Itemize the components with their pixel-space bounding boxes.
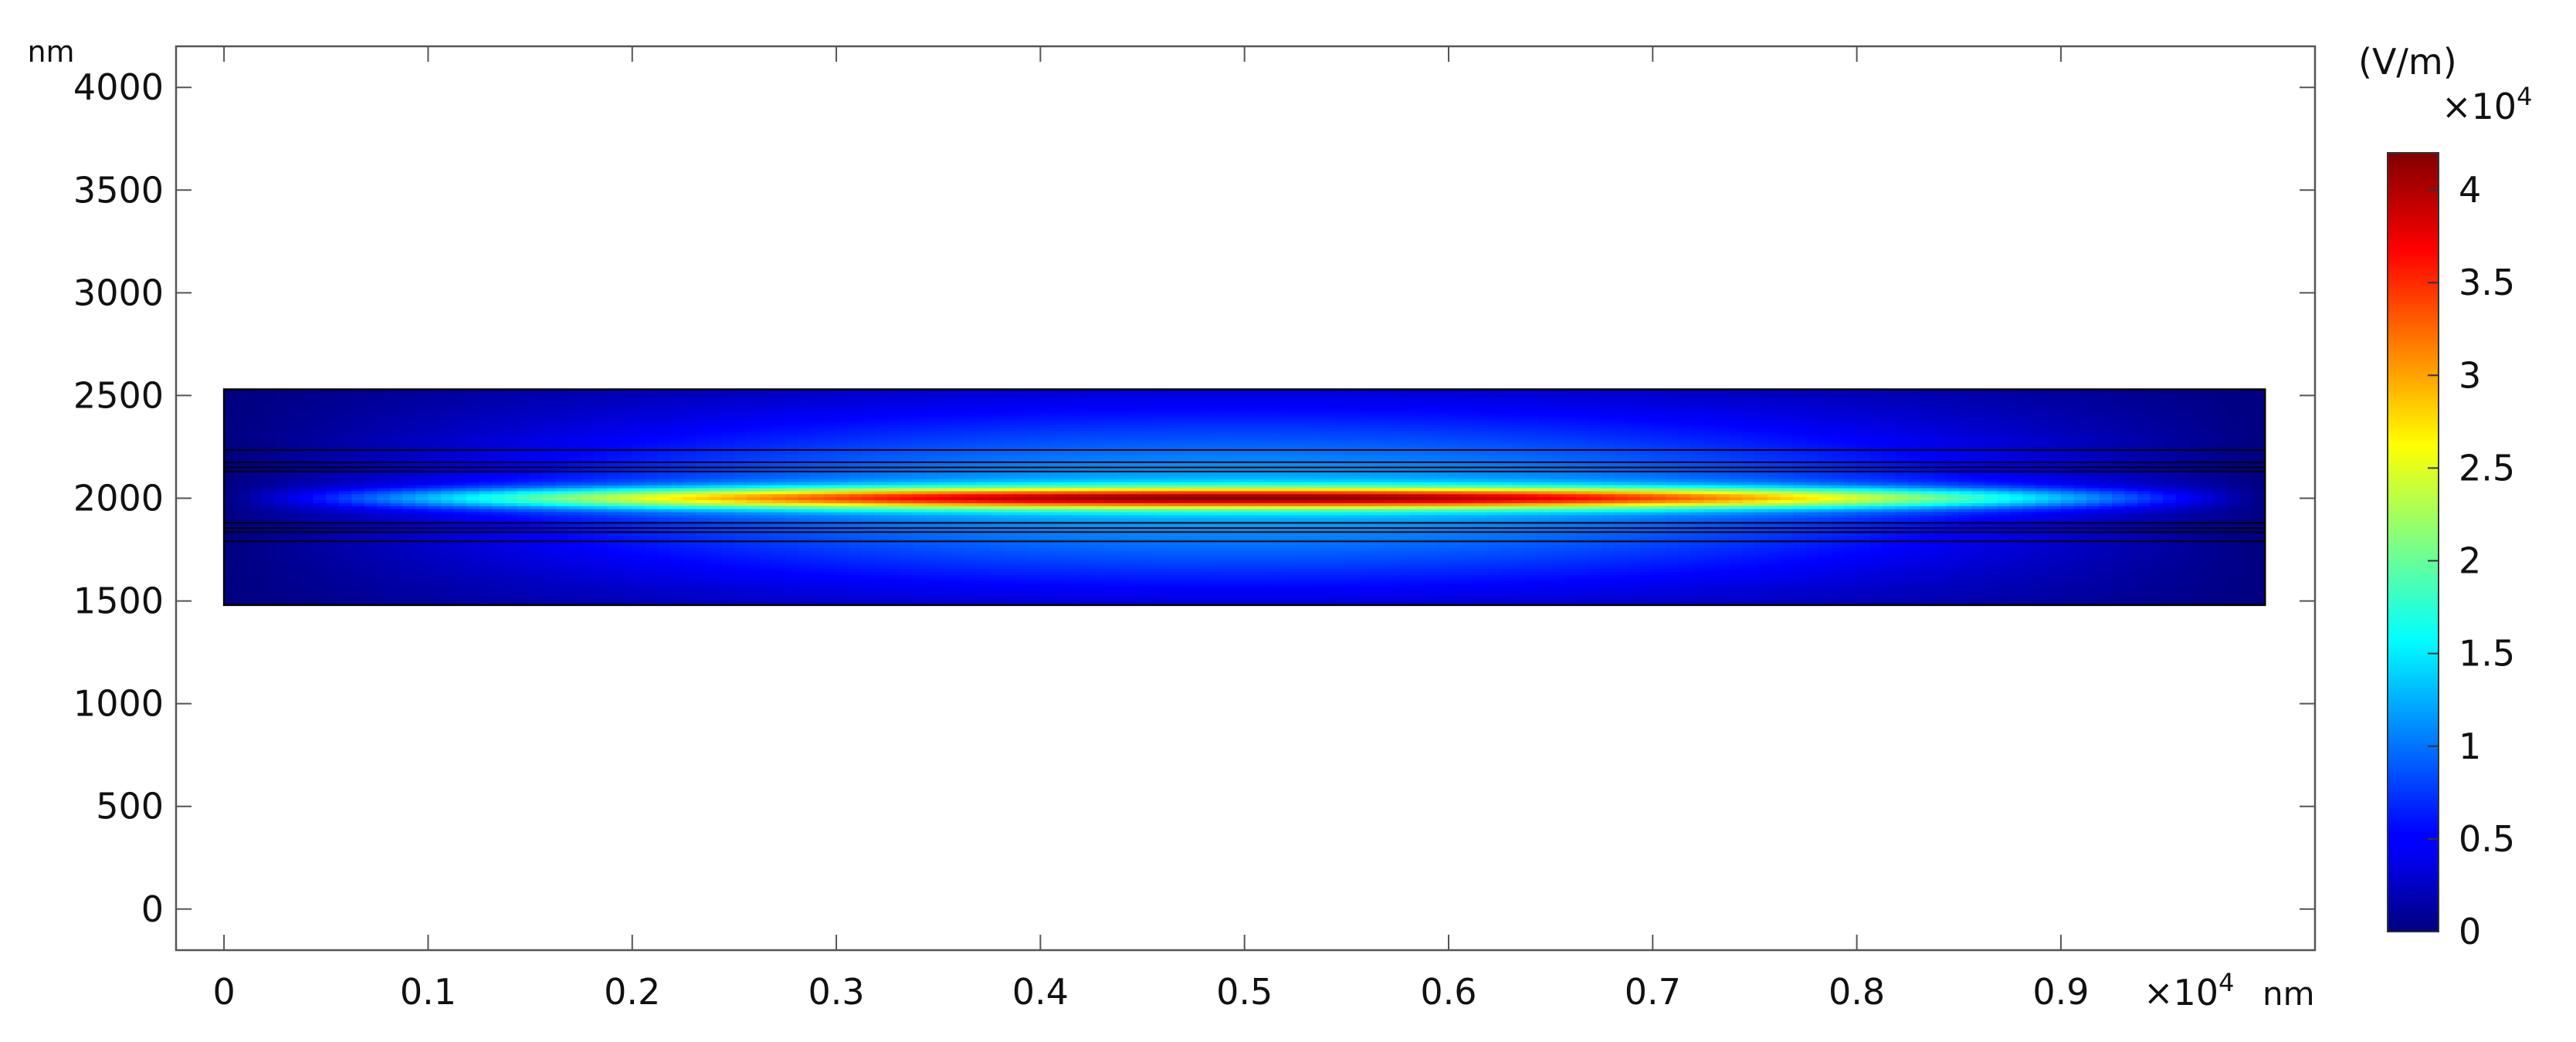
y-tick-label: 1000 — [73, 683, 164, 725]
y-tick-label: 500 — [96, 786, 164, 827]
x-tick-label: 0.5 — [1216, 971, 1273, 1013]
x-tick-label: 0.7 — [1625, 971, 1681, 1013]
colorbar-tick-label: 4 — [2459, 169, 2481, 211]
y-tick-label: 1500 — [73, 580, 164, 622]
x-tick-label: 0 — [212, 971, 235, 1013]
colorbar-tick-label: 1.5 — [2459, 633, 2515, 675]
domain-outline — [222, 388, 2266, 607]
y-tick-label: 3500 — [73, 169, 164, 211]
x-tick-label: 0.3 — [808, 971, 864, 1013]
y-tick-label: 2000 — [73, 478, 164, 519]
x-axis-multiplier: ×104 — [2144, 968, 2234, 1013]
colorbar-unit: (V/m) — [2358, 41, 2457, 83]
y-tick-label: 3000 — [73, 272, 164, 313]
colorbar-tick-label: 2.5 — [2459, 447, 2515, 489]
x-tick-label: 0.8 — [1829, 971, 1885, 1013]
x-tick-label: 0.6 — [1420, 971, 1476, 1013]
field-heatmap — [224, 389, 2266, 605]
y-tick-label: 0 — [141, 888, 164, 930]
x-axis-unit: nm — [2262, 975, 2315, 1013]
y-tick-label: 2500 — [73, 374, 164, 416]
x-tick-label: 0.1 — [400, 971, 456, 1013]
plot-area: 0 0.1 0.2 0.3 0.4 0.5 0.6 0.7 0.8 0.9 0 500 1000 1500… — [73, 45, 2317, 1013]
colorbar-tick-label: 1 — [2459, 726, 2481, 767]
y-axis-unit: nm — [27, 35, 74, 69]
colorbar-gradient — [2387, 152, 2439, 932]
x-tick-label: 0.2 — [604, 971, 660, 1013]
colorbar-tick-label: 0 — [2459, 911, 2481, 952]
colorbar-tick-label: 0.5 — [2459, 818, 2515, 860]
colorbar-multiplier: ×104 — [2442, 82, 2532, 127]
colorbar-tick-label: 2 — [2459, 540, 2481, 582]
colorbar-tick-label: 3.5 — [2459, 262, 2515, 303]
x-tick-label: 0.9 — [2032, 971, 2089, 1013]
colorbar: 0 0.5 1 1.5 2 2.5 3 3.5 4 — [2387, 152, 2515, 952]
y-tick-label: 4000 — [73, 66, 164, 108]
colorbar-tick-label: 3 — [2459, 354, 2481, 396]
x-tick-label: 0.4 — [1012, 971, 1069, 1013]
